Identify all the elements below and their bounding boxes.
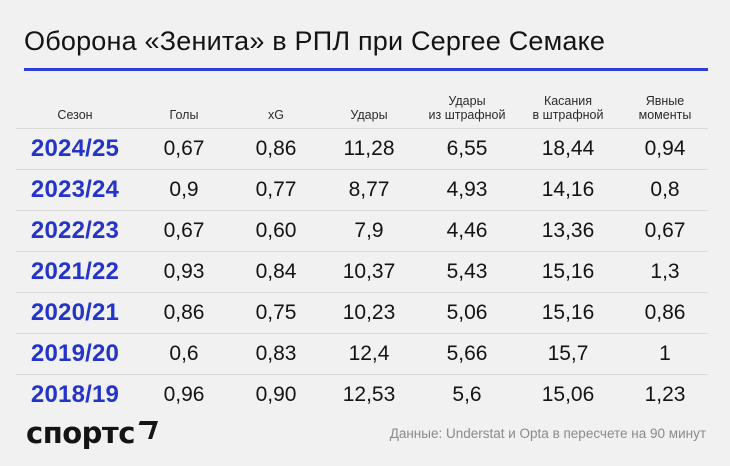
cell-big-chances: 0,8 [650, 178, 680, 201]
cell-box-shots: 5,66 [446, 342, 488, 365]
cell-box-touches: 14,16 [541, 178, 595, 201]
table-header: Сезон Голы xG Удары Удары из штрафной Ка… [16, 86, 708, 129]
column-header-shots: Удары [350, 108, 388, 122]
cell-box-shots: 4,46 [446, 219, 488, 242]
cell-season: 2023/24 [30, 176, 120, 203]
cell-season: 2020/21 [30, 299, 120, 326]
stats-table: Сезон Голы xG Удары Удары из штрафной Ка… [16, 86, 708, 415]
cell-box-shots: 4,93 [446, 178, 488, 201]
cell-goals: 0,96 [163, 383, 205, 406]
cell-shots: 10,23 [342, 301, 396, 324]
corner-arrow-icon [133, 421, 158, 439]
cell-shots: 12,53 [342, 383, 396, 406]
cell-shots: 8,77 [348, 178, 390, 201]
cell-big-chances: 1,23 [644, 383, 686, 406]
cell-xg: 0,60 [255, 219, 297, 242]
column-header-xg: xG [268, 108, 284, 122]
cell-season: 2018/19 [30, 381, 120, 408]
table-body: 2024/25 0,67 0,86 11,28 6,55 18,44 0,94 2023/24… [16, 128, 708, 416]
cell-box-shots: 5,43 [446, 260, 488, 283]
cell-goals: 0,9 [169, 178, 199, 201]
table-row: 2023/24 0,9 0,77 8,77 4,93 14,16 0,8 [16, 169, 708, 211]
cell-box-touches: 15,7 [547, 342, 589, 365]
cell-big-chances: 0,86 [644, 301, 686, 324]
cell-big-chances: 1,3 [650, 260, 680, 283]
table-row: 2018/19 0,96 0,90 12,53 5,6 15,06 1,23 [16, 374, 708, 416]
cell-big-chances: 0,67 [644, 219, 686, 242]
cell-box-shots: 6,55 [446, 137, 488, 160]
cell-box-touches: 15,16 [541, 260, 595, 283]
cell-xg: 0,90 [255, 383, 297, 406]
cell-xg: 0,77 [255, 178, 297, 201]
page-title: Оборона «Зенита» в РПЛ при Сергее Семаке [24, 26, 606, 56]
table-row: 2024/25 0,67 0,86 11,28 6,55 18,44 0,94 [16, 128, 708, 170]
cell-xg: 0,84 [255, 260, 297, 283]
sports-logo: спортс [26, 416, 158, 450]
cell-goals: 0,67 [163, 137, 205, 160]
cell-goals: 0,67 [163, 219, 205, 242]
cell-shots: 10,37 [342, 260, 396, 283]
column-header-season: Сезон [57, 108, 93, 122]
cell-box-touches: 15,06 [541, 383, 595, 406]
cell-shots: 7,9 [354, 219, 384, 242]
table-row: 2022/23 0,67 0,60 7,9 4,46 13,36 0,67 [16, 210, 708, 252]
column-header-goals: Голы [169, 108, 199, 122]
cell-big-chances: 1 [659, 342, 671, 365]
cell-season: 2024/25 [30, 135, 120, 162]
data-source-note: Данные: Understat и Opta в пересчете на … [389, 426, 706, 441]
cell-season: 2021/22 [30, 258, 120, 285]
cell-box-shots: 5,06 [446, 301, 488, 324]
table-row: 2020/21 0,86 0,75 10,23 5,06 15,16 0,86 [16, 292, 708, 334]
column-header-box-shots: Удары из штрафной [428, 94, 506, 122]
column-header-big-chances: Явные моменты [638, 94, 692, 122]
cell-goals: 0,86 [163, 301, 205, 324]
table-row: 2021/22 0,93 0,84 10,37 5,43 15,16 1,3 [16, 251, 708, 293]
cell-xg: 0,75 [255, 301, 297, 324]
cell-goals: 0,6 [169, 342, 199, 365]
cell-season: 2022/23 [30, 217, 120, 244]
cell-xg: 0,86 [255, 137, 297, 160]
table-row: 2019/20 0,6 0,83 12,4 5,66 15,7 1 [16, 333, 708, 375]
cell-xg: 0,83 [255, 342, 297, 365]
cell-box-touches: 13,36 [541, 219, 595, 242]
cell-shots: 12,4 [348, 342, 390, 365]
column-header-box-touches: Касания в штрафной [532, 94, 604, 122]
cell-box-touches: 15,16 [541, 301, 595, 324]
title-divider [24, 68, 708, 71]
cell-goals: 0,93 [163, 260, 205, 283]
header-row: Сезон Голы xG Удары Удары из штрафной Ка… [16, 86, 708, 129]
cell-box-touches: 18,44 [541, 137, 595, 160]
cell-season: 2019/20 [30, 340, 120, 367]
cell-big-chances: 0,94 [644, 137, 686, 160]
logo-text: спортс [26, 416, 135, 450]
cell-shots: 11,28 [343, 137, 395, 160]
cell-box-shots: 5,6 [452, 383, 482, 406]
